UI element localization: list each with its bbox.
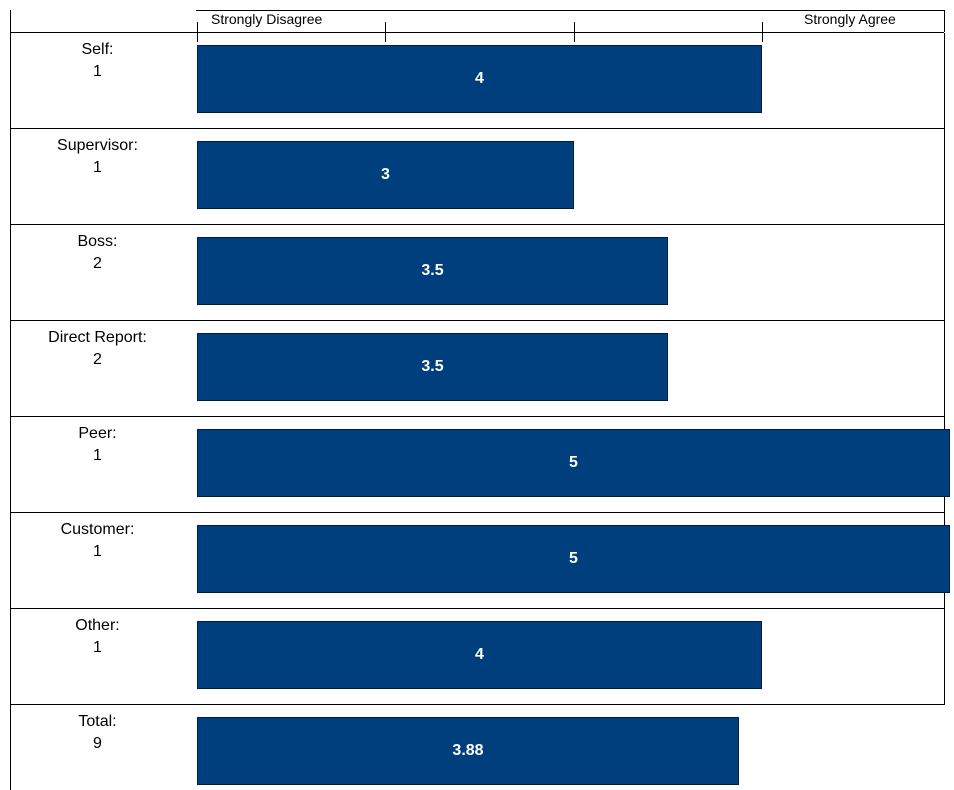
row-label: Customer: 1 [10, 519, 185, 563]
bar [197, 621, 762, 689]
bar-value-label: 4 [475, 646, 484, 663]
scale-tick-2 [385, 22, 386, 42]
row-label: Peer: 1 [10, 423, 185, 467]
bar [197, 333, 668, 401]
row-category: Direct Report: [48, 329, 147, 346]
row-count: 2 [93, 351, 102, 368]
scale-high-label: Strongly Agree [804, 11, 896, 27]
bar [197, 429, 950, 497]
header-top-border [196, 10, 944, 11]
row-separator [10, 320, 944, 321]
bar-value-label: 4 [475, 70, 484, 87]
row-right-border [944, 33, 945, 129]
row-label: Boss: 2 [10, 231, 185, 275]
bar-value-label: 3.88 [452, 742, 484, 759]
bar-value-label: 5 [569, 550, 578, 567]
frame-left-border [10, 10, 11, 790]
scale-low-label: Strongly Disagree [211, 11, 323, 27]
bar [197, 141, 574, 209]
row-count: 1 [93, 159, 102, 176]
row-count: 1 [93, 639, 102, 656]
bar [197, 525, 950, 593]
row-category: Total: [78, 713, 117, 730]
row-separator [10, 128, 944, 129]
row-right-border [944, 129, 945, 225]
row-right-border [944, 225, 945, 321]
row-right-border [944, 321, 945, 417]
row-label: Direct Report: 2 [10, 327, 185, 371]
bar [197, 717, 739, 785]
scale-tick-4 [762, 22, 763, 42]
row-category: Boss: [77, 233, 118, 250]
bar-value-label: 3 [381, 166, 390, 183]
row-label: Other: 1 [10, 615, 185, 659]
row-count: 1 [93, 447, 102, 464]
scale-tick-1 [197, 22, 198, 42]
row-separator [10, 224, 944, 225]
row-count: 1 [93, 543, 102, 560]
row-category: Other: [75, 617, 120, 634]
row-category: Peer: [78, 425, 117, 442]
row-category: Self: [81, 41, 114, 58]
row-category: Customer: [60, 521, 135, 538]
header-bottom-border [10, 32, 944, 33]
frame-right-border-header [944, 10, 945, 32]
bar [197, 45, 762, 113]
row-label: Supervisor: 1 [10, 135, 185, 179]
bar-value-label: 3.5 [421, 358, 444, 375]
bar-value-label: 5 [569, 454, 578, 471]
row-count: 1 [93, 63, 102, 80]
row-separator [10, 704, 944, 705]
row-separator [10, 608, 944, 609]
row-separator [10, 416, 944, 417]
row-count: 9 [93, 735, 102, 752]
row-count: 2 [93, 255, 102, 272]
bar [197, 237, 668, 305]
row-separator [10, 512, 944, 513]
row-right-border [944, 609, 945, 705]
row-label: Total: 9 [10, 711, 185, 755]
bar-value-label: 3.5 [421, 262, 444, 279]
row-category: Supervisor: [57, 137, 138, 154]
row-label: Self: 1 [10, 39, 185, 83]
scale-tick-3 [574, 22, 575, 42]
